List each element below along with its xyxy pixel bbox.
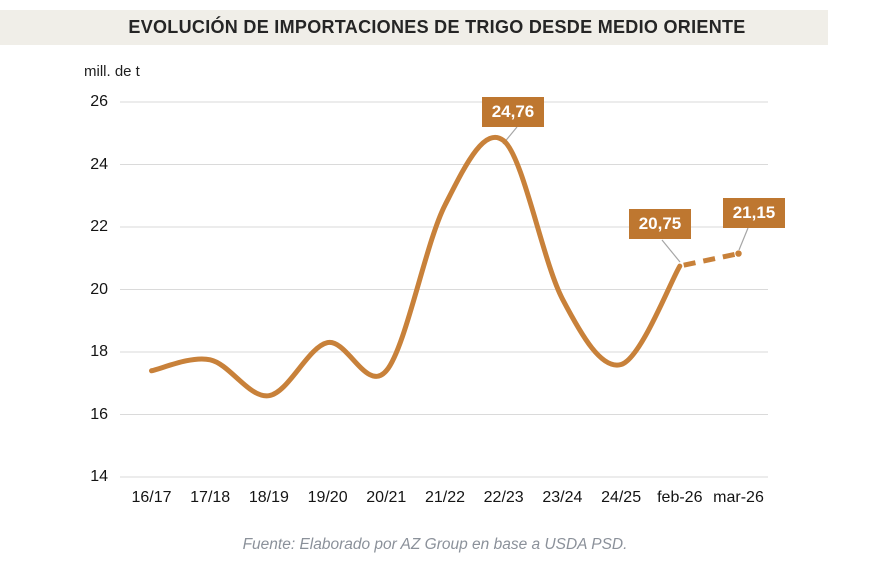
y-tick-label: 22 <box>90 218 108 235</box>
y-tick-label: 14 <box>90 468 108 485</box>
data-label-box: 24,76 <box>482 97 544 127</box>
y-tick-label: 18 <box>90 343 108 360</box>
x-tick-label: 19/20 <box>307 489 348 506</box>
x-tick-label: 24/25 <box>601 489 642 506</box>
gridlines <box>120 101 768 478</box>
leader-line <box>661 239 681 263</box>
leader-line <box>738 227 749 251</box>
chart-title: EVOLUCIÓN DE IMPORTACIONES DE TRIGO DESD… <box>0 10 828 45</box>
x-tick-label: mar-26 <box>713 489 764 506</box>
data-label-box: 21,15 <box>723 198 785 228</box>
projection-end-point <box>735 250 742 257</box>
y-tick-label: 24 <box>90 155 108 173</box>
y-axis-unit-label: mill. de t <box>84 63 140 80</box>
x-tick-label: feb-26 <box>657 489 703 506</box>
imports-line-series <box>149 135 742 399</box>
y-tick-label: 20 <box>90 280 108 298</box>
x-tick-label: 17/18 <box>190 489 231 506</box>
x-tick-label: 16/17 <box>131 489 172 506</box>
imports-line-solid <box>149 135 683 399</box>
x-tick-label: 23/24 <box>542 489 583 506</box>
source-note: Fuente: Elaborado por AZ Group en base a… <box>242 536 628 553</box>
data-label-box: 20,75 <box>629 209 691 239</box>
x-tick-label: 20/21 <box>366 489 407 506</box>
x-tick-label: 21/22 <box>424 489 466 506</box>
imports-line-projection-dashed <box>679 251 740 269</box>
x-tick-label: 18/19 <box>248 489 289 506</box>
y-tick-label: 16 <box>90 405 108 423</box>
y-tick-label: 26 <box>90 93 108 110</box>
x-tick-label: 22/23 <box>483 489 524 506</box>
